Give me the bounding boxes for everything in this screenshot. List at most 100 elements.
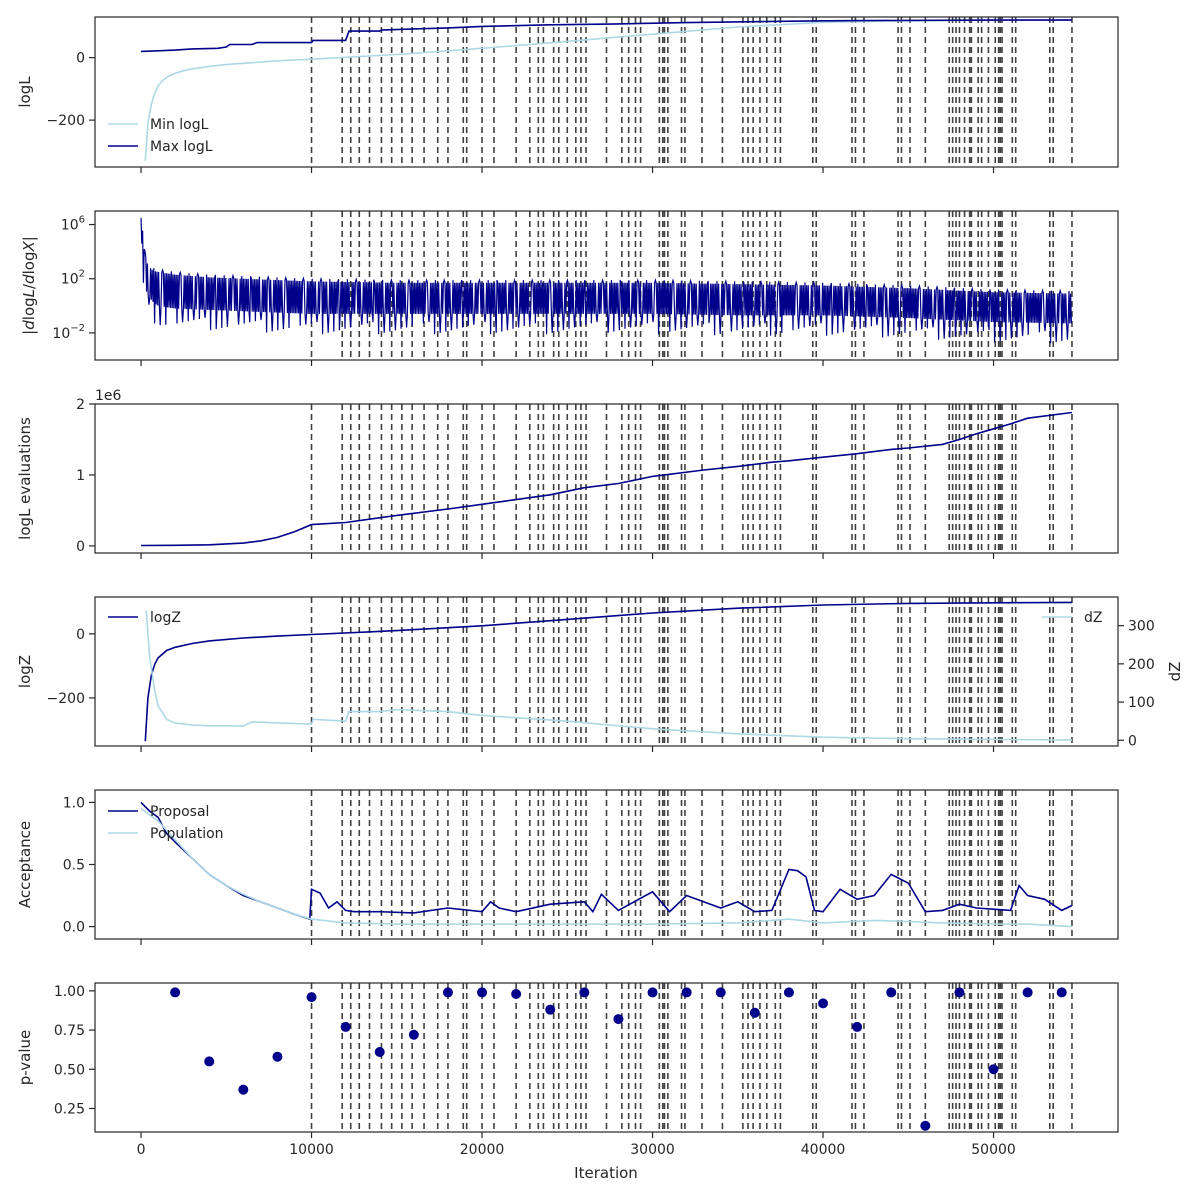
- p-value-point: [749, 1007, 760, 1018]
- panel-6: 0 10000 20000 30000 40000 50000 0.25 0.50 0.75 1.…: [16, 982, 1119, 1158]
- p-value-point: [238, 1084, 249, 1095]
- p-value-point: [954, 987, 965, 998]
- y2-tick-label: 0: [1128, 733, 1137, 749]
- p-value-point: [272, 1051, 283, 1062]
- p-value-point: [442, 987, 453, 998]
- y-axis-label: logL evaluations: [16, 417, 34, 540]
- vertical-markers: [310, 983, 1073, 1132]
- vertical-markers: [310, 790, 1073, 939]
- p-value-point: [715, 987, 726, 998]
- y-tick-label: 1: [76, 468, 85, 484]
- y-axis-label: logL: [16, 76, 34, 108]
- y-tick-label: −200: [47, 113, 85, 129]
- panel-frame: [94, 210, 1119, 361]
- y2-tick-label: 300: [1128, 619, 1155, 635]
- panel-frame: [94, 403, 1119, 554]
- p-value-point: [204, 1056, 215, 1067]
- p-value-point: [920, 1120, 931, 1131]
- x-tick-label: 50000: [971, 1142, 1016, 1158]
- series-group: [144, 601, 1073, 742]
- panel-3: 0 1 2 1e6 logL evaluations: [16, 388, 1119, 559]
- p-value-point: [1022, 987, 1033, 998]
- x-axis-label: Iteration: [574, 1164, 638, 1182]
- dz-line: [145, 610, 1073, 741]
- x-tick-label: 40000: [801, 1142, 846, 1158]
- p-value-point: [170, 987, 181, 998]
- series-group: [140, 217, 1072, 344]
- x-tick-label: 30000: [630, 1142, 675, 1158]
- legend-label: Population: [150, 826, 224, 842]
- y-tick-label: 1.00: [54, 984, 85, 1000]
- y2-axis-label: dZ: [1166, 662, 1184, 682]
- max-logl-line: [140, 19, 1072, 53]
- series-line: [140, 411, 1073, 547]
- panel-frame: [94, 982, 1119, 1133]
- vertical-markers: [310, 17, 1073, 167]
- y-tick-label: 0.75: [54, 1023, 85, 1039]
- p-value-point: [886, 987, 897, 998]
- y-tick-label: 102: [61, 269, 85, 288]
- p-value-point: [408, 1029, 419, 1040]
- y-axis-label: |dlogL/dlogX|: [20, 236, 38, 335]
- y-tick-label: 1.0: [63, 795, 85, 811]
- p-value-point: [613, 1014, 624, 1025]
- y-tick-label: 106: [61, 215, 85, 234]
- y-axis-label: logZ: [16, 655, 34, 688]
- min-logl-line: [144, 19, 1073, 161]
- p-value-point: [579, 987, 590, 998]
- legend-label: dZ: [1084, 610, 1102, 626]
- vertical-markers: [310, 211, 1073, 360]
- offset-text: 1e6: [95, 388, 122, 404]
- legend-label: Proposal: [150, 804, 209, 820]
- series-group: [140, 801, 1073, 928]
- panel-frame: [94, 16, 1119, 168]
- p-value-point: [647, 987, 658, 998]
- x-tick-label: 20000: [460, 1142, 505, 1158]
- p-value-point: [306, 992, 317, 1003]
- series-group: [140, 19, 1073, 161]
- series-group: [170, 987, 1067, 1131]
- legend-label: logZ: [150, 610, 181, 626]
- y-tick-label: 0.5: [63, 858, 85, 874]
- y-tick-label: 10−2: [52, 323, 85, 342]
- legend-label: Min logL: [150, 117, 209, 133]
- y2-tick-label: 100: [1128, 695, 1155, 711]
- population-line: [140, 807, 1073, 928]
- p-value-point: [681, 987, 692, 998]
- y-tick-label: 0: [76, 51, 85, 67]
- p-value-point: [374, 1047, 385, 1058]
- p-value-point: [477, 987, 488, 998]
- derivative-series-line: [140, 217, 1072, 344]
- y-tick-label: 0.50: [54, 1062, 85, 1078]
- logz-line: [144, 601, 1073, 742]
- p-value-point: [818, 998, 829, 1009]
- p-value-point: [852, 1021, 863, 1032]
- p-value-point: [545, 1004, 556, 1015]
- p-value-point: [988, 1064, 999, 1075]
- panel-2: 10−2 102 106 |dlogL/dlogX|: [20, 210, 1119, 366]
- panel-4: −200 0 0 100 200 300 dZ logZ logZ dZ: [16, 596, 1184, 752]
- y-tick-label: 0.25: [54, 1101, 85, 1117]
- panel-frame: [94, 596, 1119, 747]
- p-value-point: [511, 988, 522, 999]
- p-value-point: [1056, 987, 1067, 998]
- panel-5: 0.0 0.5 1.0 Acceptance Proposal Population: [16, 789, 1119, 945]
- y-tick-label: 0: [76, 539, 85, 555]
- y-axis-label: Acceptance: [16, 821, 34, 908]
- y2-tick-label: 200: [1128, 657, 1155, 673]
- y-tick-label: 0.0: [63, 920, 85, 936]
- vertical-markers: [310, 597, 1073, 746]
- legend-label: Max logL: [150, 139, 213, 155]
- x-tick-label: 0: [137, 1142, 146, 1158]
- y-axis-label: p-value: [16, 1030, 34, 1086]
- series-group: [140, 411, 1073, 547]
- y-tick-label: 2: [76, 397, 85, 413]
- y-tick-label: −200: [47, 691, 85, 707]
- p-value-point: [783, 987, 794, 998]
- vertical-markers: [310, 404, 1073, 553]
- panel-1: −200 0 logL Min logL Max logL: [16, 16, 1119, 173]
- p-value-point: [340, 1021, 351, 1032]
- y-tick-label: 0: [76, 627, 85, 643]
- x-tick-label: 10000: [289, 1142, 334, 1158]
